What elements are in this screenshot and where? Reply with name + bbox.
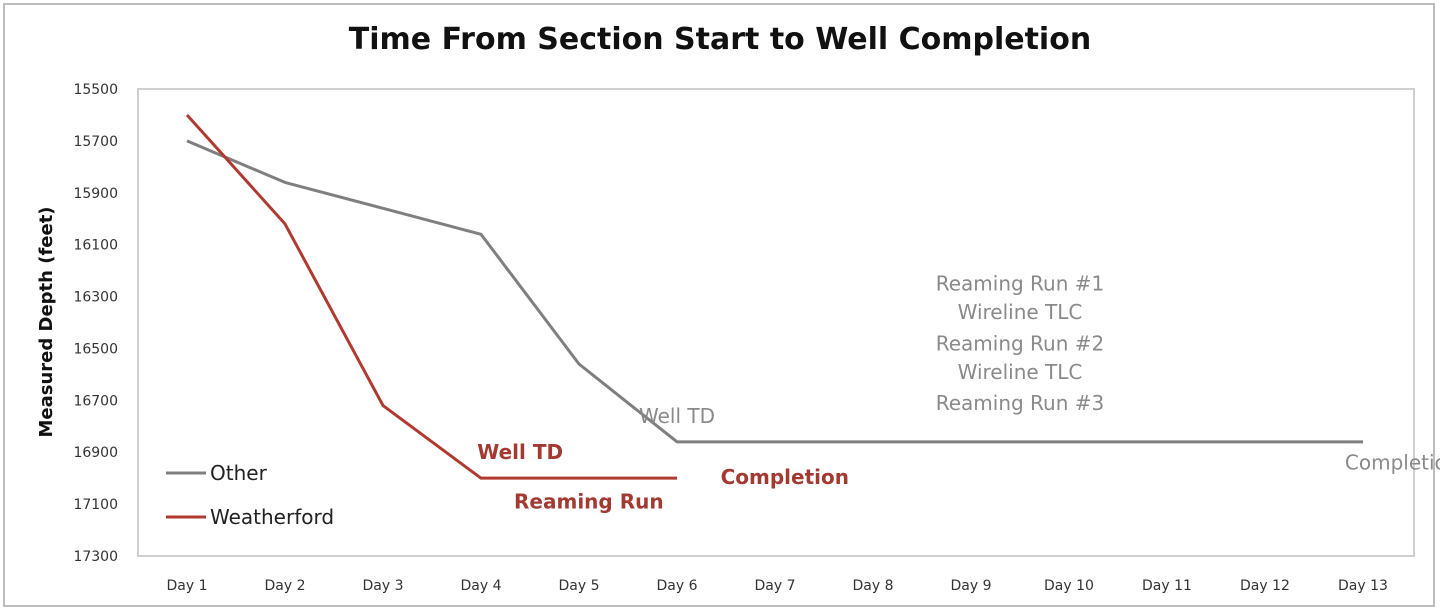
y-tick-label: 15900: [73, 186, 118, 202]
x-tick-label: Day 8: [852, 578, 893, 594]
legend-label: Other: [210, 461, 268, 485]
annotation-label: Completion: [721, 465, 849, 489]
x-tick-label: Day 1: [166, 578, 207, 594]
plot-area: [137, 88, 1415, 557]
y-tick-label: 15500: [73, 82, 118, 98]
x-tick-label: Day 7: [754, 578, 795, 594]
y-axis-ticks: 15500 15700 15900 16100 16300 16500 16700 16900…: [73, 82, 118, 565]
chart-frame: [3, 3, 1435, 607]
x-tick-label: Day 4: [460, 578, 501, 594]
legend-label: Weatherford: [210, 505, 334, 529]
annotation-label: Reaming Run #2: [936, 331, 1105, 355]
x-tick-label: Day 6: [656, 578, 697, 594]
x-tick-label: Day 9: [950, 578, 991, 594]
y-tick-label: 16700: [73, 393, 118, 409]
annotations: Well TD Completion Reaming Run #1 Wireline …: [477, 272, 1440, 514]
annotation-label: Wireline TLC: [958, 360, 1083, 384]
x-tick-label: Day 11: [1142, 578, 1192, 594]
x-tick-label: Day 12: [1240, 578, 1290, 594]
x-tick-label: Day 13: [1338, 578, 1388, 594]
y-axis-label: Measured Depth (feet): [36, 206, 57, 437]
x-tick-label: Day 5: [558, 578, 599, 594]
chart-title: Time From Section Start to Well Completi…: [348, 22, 1092, 57]
y-tick-label: 16100: [73, 238, 118, 254]
annotation-label: Reaming Run: [514, 490, 664, 514]
y-tick-label: 17100: [73, 497, 118, 513]
annotation-label: Well TD: [477, 440, 563, 464]
x-tick-label: Day 10: [1044, 578, 1094, 594]
series-line-other: [186, 139, 1363, 444]
series-line-weatherford: [185, 113, 677, 480]
y-tick-label: 16900: [73, 445, 118, 461]
y-tick-label: 16500: [73, 341, 118, 357]
y-tick-label: 17300: [73, 549, 118, 565]
x-axis-ticks: Day 1 Day 2 Day 3 Day 4 Day 5 Day 6 Day 7 Day 8…: [166, 578, 1387, 594]
y-tick-label: 16300: [73, 290, 118, 306]
y-tick-label: 15700: [73, 134, 118, 150]
annotation-label: Wireline TLC: [958, 300, 1083, 324]
annotation-label: Well TD: [639, 404, 715, 428]
annotation-label: Reaming Run #1: [936, 272, 1105, 296]
series-lines: [185, 113, 1363, 480]
x-tick-label: Day 2: [264, 578, 305, 594]
annotation-label: Reaming Run #3: [936, 391, 1105, 415]
annotation-label: Completion: [1345, 451, 1440, 475]
x-tick-label: Day 3: [362, 578, 403, 594]
legend: Other Weatherford: [166, 461, 334, 529]
